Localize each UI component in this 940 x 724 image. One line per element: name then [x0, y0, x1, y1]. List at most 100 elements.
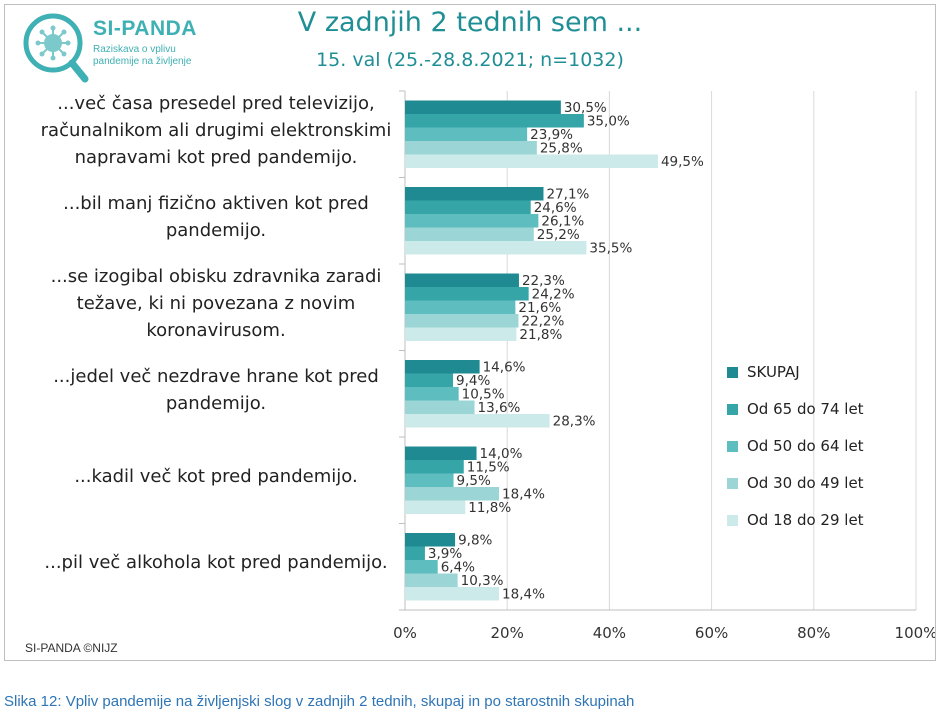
bar	[405, 360, 480, 374]
bar	[405, 400, 475, 414]
bar	[405, 487, 500, 501]
data-label: 9,8%	[458, 533, 492, 549]
legend-swatch	[727, 478, 738, 489]
bar-chart-plot: 0% 20% 40% 60% 80% 100% 30,5%35,0% 23,9%25,8% 49…	[393, 90, 935, 642]
data-label: 11,5%	[467, 460, 510, 476]
category-label-line: težave, ki ni povezana z novim	[76, 292, 356, 314]
legend-label: Od 18 do 29 let	[747, 511, 864, 529]
bar	[405, 460, 464, 474]
category-label-line: ...več časa presedel pred televizijo,	[57, 92, 375, 114]
bar	[405, 214, 539, 228]
category-label-line: napravami kot pred pandemijo.	[74, 146, 358, 168]
category-label: ...jedel več nezdrave hrane kot pred pand…	[35, 363, 397, 417]
data-label: 14,6%	[483, 360, 526, 376]
bar	[405, 227, 534, 241]
data-label: 9,4%	[456, 373, 490, 389]
bar	[405, 587, 500, 601]
category-label-line: ...kadil več kot pred pandemijo.	[74, 465, 358, 487]
data-label: 18,4%	[502, 487, 545, 503]
logo-subtitle: Raziskava o vplivu pandemije na življenj…	[93, 44, 213, 68]
data-label: 23,9%	[530, 127, 573, 143]
data-label: 14,0%	[480, 446, 523, 462]
x-tick-label: 20%	[491, 624, 524, 642]
data-label: 25,2%	[537, 227, 580, 243]
category-label-line: ...bil manj fizično aktiven kot pred	[63, 192, 369, 214]
category-label-line: koronavirusom.	[146, 319, 286, 341]
data-label: 35,0%	[587, 114, 630, 130]
bar	[405, 500, 466, 514]
data-label: 21,6%	[518, 300, 561, 316]
bar	[405, 327, 517, 341]
data-label: 24,6%	[534, 200, 577, 216]
figure-caption: Slika 12: Vpliv pandemije na življenjski…	[4, 693, 635, 710]
legend-swatch	[727, 441, 738, 452]
data-label: 21,8%	[519, 327, 562, 343]
virus-magnifier-icon	[23, 13, 89, 83]
data-label: 6,4%	[441, 560, 475, 576]
bar	[405, 446, 477, 460]
bar	[405, 141, 537, 155]
bar	[405, 127, 528, 141]
data-label: 11,8%	[468, 500, 511, 516]
category-label: ...pil več alkohola kot pred pandemijo.	[35, 549, 397, 576]
data-label: 24,2%	[532, 287, 575, 303]
legend-label: SKUPAJ	[747, 363, 800, 381]
bar	[405, 154, 658, 168]
bar	[405, 100, 561, 114]
bar	[405, 473, 454, 487]
x-tick-label: 40%	[593, 624, 626, 642]
data-label: 27,1%	[546, 187, 589, 203]
x-tick-label: 100%	[895, 624, 935, 642]
data-label: 10,3%	[461, 573, 504, 589]
x-tick-label: 80%	[797, 624, 830, 642]
bar	[405, 573, 458, 587]
legend-label: Od 50 do 64 let	[747, 437, 864, 455]
category-label-line: pandemijo.	[165, 392, 267, 414]
bar	[405, 200, 531, 214]
bar	[405, 560, 438, 574]
bar	[405, 546, 425, 560]
si-panda-logo: SI-PANDA Raziskava o vplivu pandemije na…	[15, 9, 205, 89]
legend-swatch	[727, 367, 738, 378]
bar	[405, 187, 544, 201]
footer-credit: SI-PANDA ©NIJZ	[25, 641, 118, 655]
bar	[405, 114, 584, 128]
data-label: 28,3%	[553, 414, 596, 430]
x-tick-label: 0%	[393, 624, 417, 642]
data-label: 9,5%	[457, 473, 491, 489]
logo-subtitle-line: pandemije na življenje	[93, 56, 192, 67]
category-label: ...več časa presedel pred televizijo, rač…	[35, 90, 397, 171]
bar	[405, 533, 456, 547]
legend-swatch	[727, 515, 738, 526]
chart-title: V zadnjih 2 tednih sem ...	[297, 7, 643, 38]
data-label: 3,9%	[428, 546, 462, 562]
category-label-line: pandemijo.	[165, 219, 267, 241]
legend-swatch	[727, 404, 738, 415]
data-label: 35,5%	[589, 241, 632, 257]
data-label: 25,8%	[540, 141, 583, 157]
legend-label: Od 30 do 49 let	[747, 474, 864, 492]
chart-subtitle: 15. val (25.-28.8.2021; n=1032)	[316, 49, 624, 71]
category-label: ...se izogibal obisku zdravnika zaradi te…	[35, 263, 397, 344]
x-tick-label: 60%	[695, 624, 728, 642]
data-label: 13,6%	[477, 400, 520, 416]
logo-title: SI-PANDA	[93, 17, 197, 40]
bar	[405, 241, 587, 255]
category-label-line: ...se izogibal obisku zdravnika zaradi	[50, 265, 382, 287]
data-label: 22,3%	[522, 273, 565, 289]
data-label: 10,5%	[462, 387, 505, 403]
category-label: ...bil manj fizično aktiven kot pred pand…	[35, 190, 397, 244]
data-label: 30,5%	[564, 100, 607, 116]
bar	[405, 273, 519, 287]
data-label: 49,5%	[661, 154, 704, 170]
bar	[405, 314, 519, 328]
bar	[405, 373, 454, 387]
category-label-line: računalnikom ali drugimi elektronskimi	[40, 119, 392, 141]
data-label: 22,2%	[521, 314, 564, 330]
chart-frame: SI-PANDA Raziskava o vplivu pandemije na…	[4, 4, 936, 661]
category-label-line: ...pil več alkohola kot pred pandemijo.	[44, 552, 388, 574]
bar	[405, 387, 459, 401]
data-label: 26,1%	[541, 214, 584, 230]
category-label: ...kadil več kot pred pandemijo.	[35, 463, 397, 490]
bar	[405, 300, 516, 314]
